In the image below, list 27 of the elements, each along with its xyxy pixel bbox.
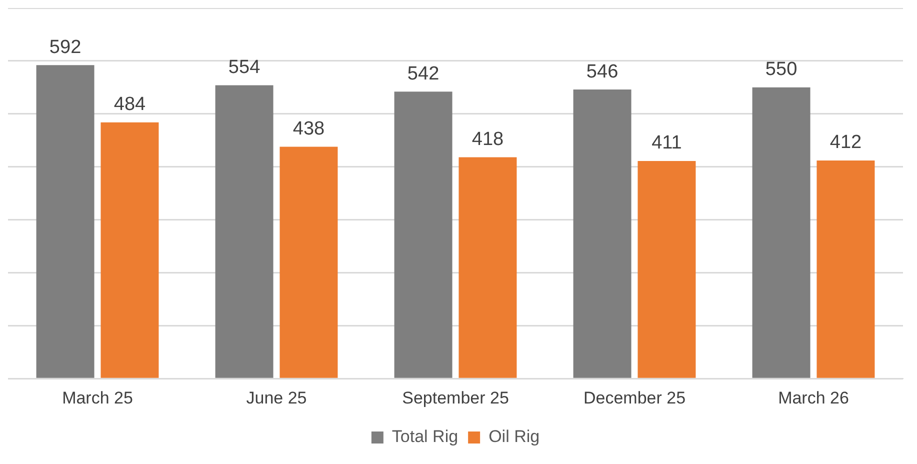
data-label: 554 <box>228 57 261 78</box>
legend-label: Oil Rig <box>488 427 540 446</box>
bar <box>215 85 274 378</box>
bar <box>280 146 338 378</box>
bar <box>573 90 632 378</box>
data-label: 412 <box>830 132 862 154</box>
x-tick-label: June 25 <box>246 388 307 408</box>
data-label: 418 <box>472 129 504 150</box>
bar <box>36 65 94 378</box>
data-label: 592 <box>49 36 82 58</box>
x-tick-label: December 25 <box>583 388 686 408</box>
legend-label: Total Rig <box>392 427 458 446</box>
bar <box>458 157 517 378</box>
data-label: 546 <box>586 61 618 82</box>
data-label: 484 <box>114 94 146 116</box>
bar <box>394 92 452 378</box>
bar <box>752 87 810 378</box>
x-tick-label: March 26 <box>778 388 849 408</box>
data-label: 550 <box>765 59 798 80</box>
x-tick-label: September 25 <box>402 388 509 408</box>
data-label: 542 <box>407 63 440 84</box>
bar <box>816 160 875 378</box>
x-tick-label: March 25 <box>62 388 133 408</box>
data-label: 411 <box>652 132 682 154</box>
bar <box>638 161 696 378</box>
bar <box>100 122 159 378</box>
data-label: 438 <box>292 118 325 140</box>
